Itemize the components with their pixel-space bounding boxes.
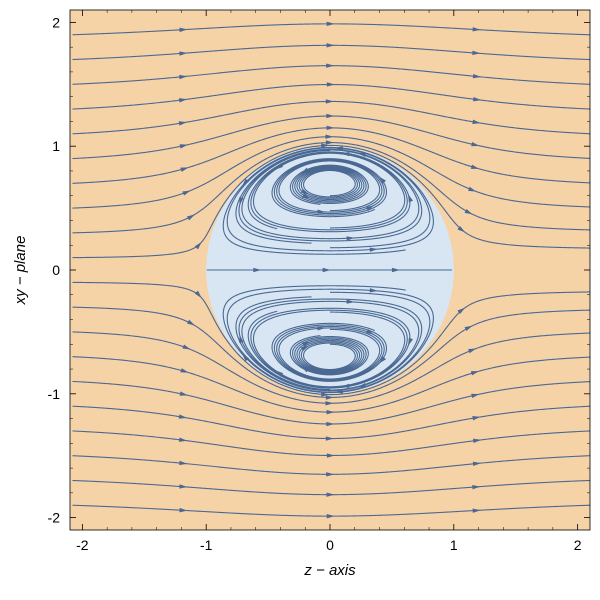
svg-text:-1: -1 [48,386,61,402]
svg-text:0: 0 [326,537,334,553]
svg-text:1: 1 [450,537,458,553]
svg-text:-1: -1 [200,537,213,553]
svg-text:2: 2 [52,14,60,30]
svg-text:2: 2 [574,537,582,553]
svg-text:1: 1 [52,138,60,154]
svg-text:-2: -2 [76,537,89,553]
y-axis-label: xy − plane [12,236,29,306]
svg-text:0: 0 [52,262,60,278]
streamplot-svg: -2 -1 0 1 2 -2 -1 0 1 2 z − axis xy − plane [0,0,600,600]
x-axis-label: z − axis [303,562,356,579]
svg-text:-2: -2 [48,510,61,526]
streamplot-figure: -2 -1 0 1 2 -2 -1 0 1 2 z − axis xy − plane [0,0,600,600]
